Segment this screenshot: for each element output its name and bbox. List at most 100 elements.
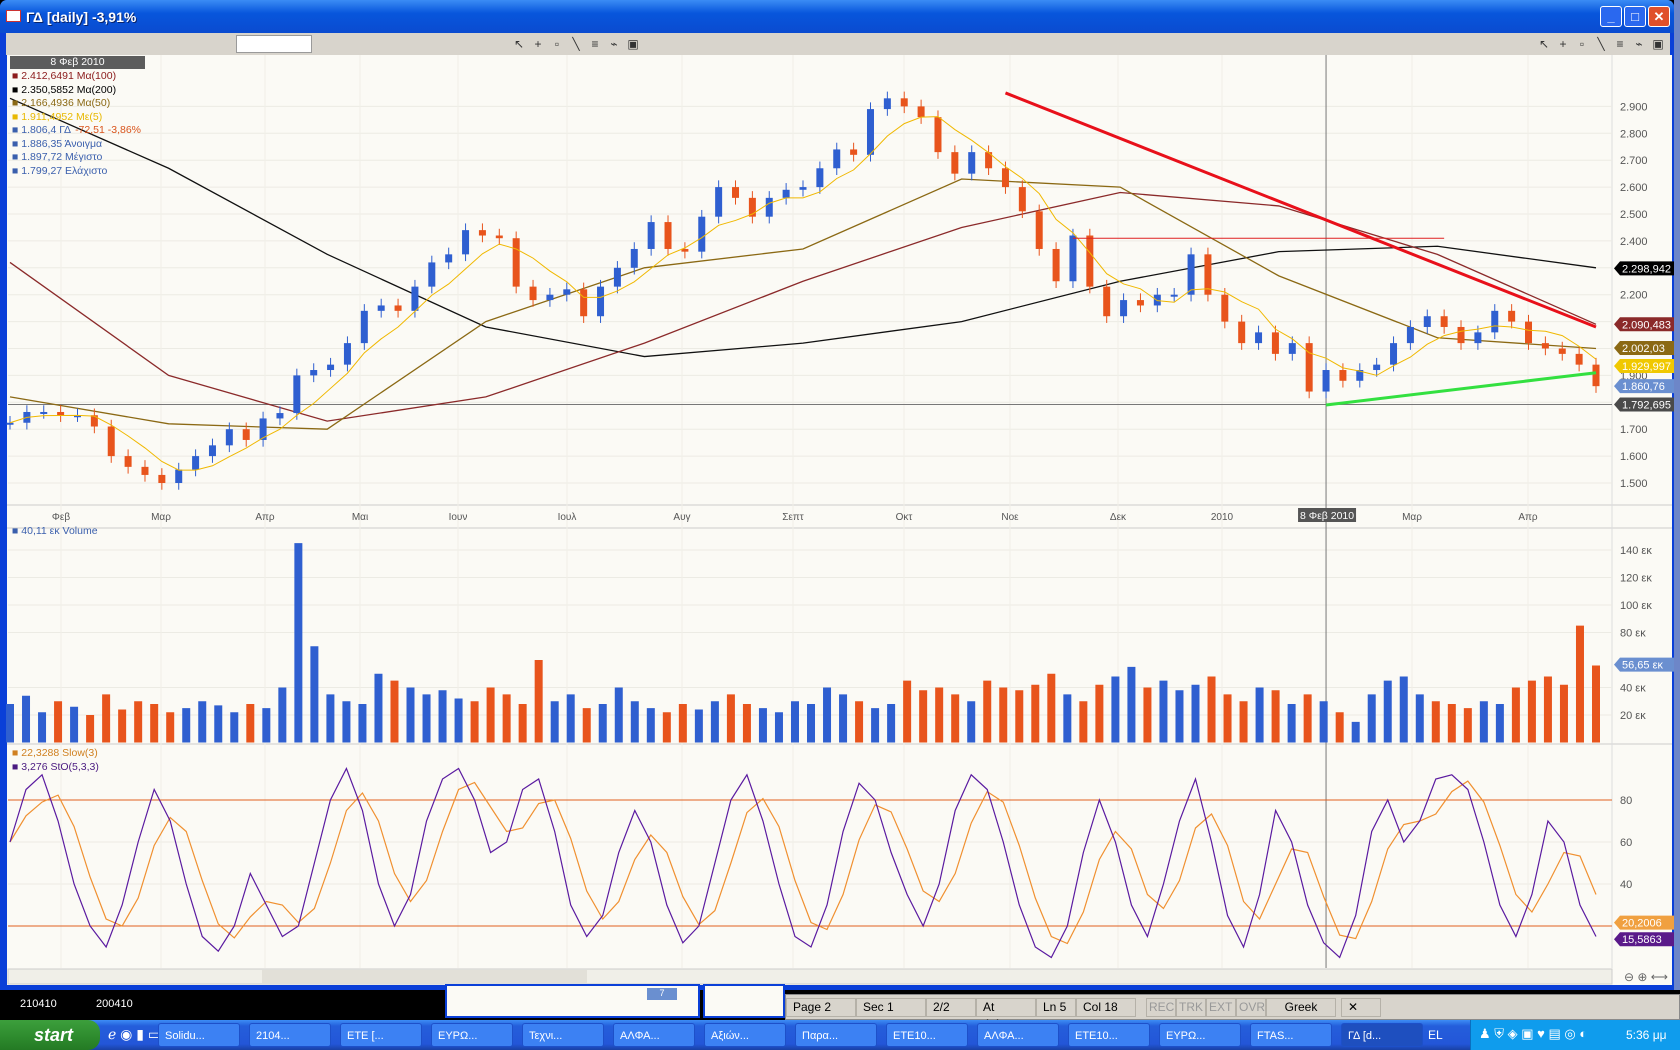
price-value-tag-bg [1614,358,1678,373]
candle-body [1592,364,1600,387]
save-icon[interactable]: ▣ [627,37,639,51]
candle-body [1288,343,1296,354]
volume-bar [1095,684,1104,743]
horizontal-scrollbar[interactable] [7,968,1613,985]
save-icon[interactable]: ▣ [1652,37,1664,51]
volume-bar [38,712,47,743]
scrollbar-thumb[interactable] [262,970,587,983]
legend-swatch: ■ [12,97,22,109]
rectangle-icon[interactable]: ▫ [1579,37,1585,51]
slow-line [9,780,1597,945]
chart-icon[interactable]: ⌁ [1635,37,1643,51]
pointer-icon[interactable]: ↖ [1538,37,1550,51]
line-icon[interactable]: ╲ [572,37,580,51]
volume-bar [198,701,207,743]
candle-body [1204,254,1212,295]
chart-area[interactable] [7,55,1672,985]
stoch-tick-label: 40 [1620,879,1632,891]
chart-icon[interactable]: ⌁ [610,37,618,51]
rectangle-icon[interactable]: ▫ [554,37,560,51]
taskbar-item[interactable]: ETE [... [340,1023,422,1047]
taskbar-item[interactable]: Τεχνι... [522,1023,604,1047]
taskbar-item[interactable]: ETE10... [1068,1023,1150,1047]
price-tick-label: 2.400 [1620,236,1648,248]
mini-chart-window-2[interactable] [703,984,785,1018]
candle-body [192,456,200,470]
candle-body [1271,332,1279,354]
volume-bar [182,708,191,743]
legend-swatch: ■ [12,70,22,82]
volume-bar [1399,676,1408,743]
status-language: Greek [1266,998,1336,1017]
candle-body [580,289,588,317]
volume-bar [54,701,63,743]
minimize-button[interactable]: _ [1600,6,1622,27]
quick-launch-icons[interactable]: ℯ ◉ ▮ ▭ [108,1026,162,1042]
legend-item: ■ 1.806,4 ΓΔ -72,51 -3,86% [12,124,141,136]
taskbar-item[interactable]: ΑΛΦΑ... [977,1023,1059,1047]
candle-body [1440,316,1448,327]
pointer-icon[interactable]: ↖ [513,37,525,51]
status-ovr[interactable]: OVR [1236,998,1266,1017]
crosshair-icon[interactable]: + [534,37,542,51]
lines-icon[interactable]: ≡ [1616,37,1624,51]
candle-body [377,305,385,311]
candle-body [208,445,216,457]
volume-tick-label: 80 εκ [1620,628,1646,640]
x-axis-label: Ιουν [449,512,468,523]
status-rec[interactable]: REC [1146,998,1176,1017]
x-axis-label: Μαι [352,512,368,523]
price-tick-label: 2.200 [1620,290,1648,302]
taskbar-item[interactable]: ΕΥΡΩ... [431,1023,513,1047]
volume-bar [214,705,223,743]
taskbar-item[interactable]: ΕΥΡΩ... [1159,1023,1241,1047]
tray-icons[interactable]: ♟ ⛨ ◈ ▣ ♥ ▤ ◎ ◐ [1479,1026,1588,1041]
candle-body [1322,370,1330,392]
status-trk[interactable]: TRK [1176,998,1206,1017]
ma50-line [9,178,1597,430]
symbol-input[interactable] [236,35,312,53]
taskbar-item[interactable]: Παρα... [795,1023,877,1047]
taskbar-item[interactable]: ΑΛΦΑ... [613,1023,695,1047]
volume-value-tag-bg [1614,657,1678,672]
taskbar-item[interactable]: Solidu... [158,1023,240,1047]
status-page: Page 2 [786,998,856,1017]
candle-body [411,286,419,311]
candle-body [698,216,706,252]
taskbar-item[interactable]: Αξιών... [704,1023,786,1047]
language-indicator[interactable]: EL [1428,1028,1443,1042]
candle-body [1103,286,1111,317]
legend-swatch: ■ [12,124,22,136]
volume-bar [1239,701,1248,743]
volume-bar [150,704,159,743]
volume-bar [390,680,399,743]
candle-body [462,230,470,255]
close-button[interactable]: ✕ [1648,6,1670,27]
candle-body [90,415,98,427]
price-tick-label: 2.800 [1620,128,1648,140]
volume-bar [406,687,415,743]
taskbar-item[interactable]: ΓΔ [d... [1341,1023,1423,1047]
downtrend-line [1004,91,1597,329]
lines-icon[interactable]: ≡ [591,37,599,51]
x-axis-label: Σεπτ [782,512,804,523]
taskbar-item[interactable]: ETE10... [886,1023,968,1047]
start-button[interactable]: start [0,1020,100,1050]
candle-body [732,187,740,198]
x-axis-label: Ιουλ [558,512,577,523]
mini-chart-window-1[interactable]: 7 [445,984,700,1018]
chart-app-icon [6,10,21,22]
candle-body [1558,348,1566,354]
window-title: ΓΔ [daily] -3,91% [26,9,137,25]
candle-body [478,230,486,236]
status-ext[interactable]: EXT [1206,998,1236,1017]
taskbar-item[interactable]: 2104... [249,1023,331,1047]
line-icon[interactable]: ╲ [1597,37,1605,51]
crosshair-icon[interactable]: + [1559,37,1567,51]
taskbar-item[interactable]: FTAS... [1250,1023,1332,1047]
mini-label-1: 210410 [20,998,57,1010]
maximize-button[interactable]: □ [1624,6,1646,27]
spelling-icon[interactable]: ✕ [1341,998,1381,1017]
price-value-tag-bg [1614,379,1678,394]
